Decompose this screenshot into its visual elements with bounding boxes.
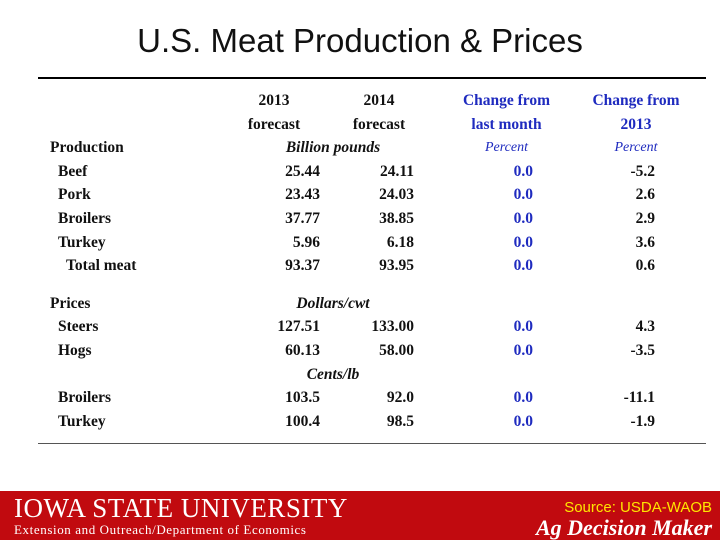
cell-2014: 24.03 — [379, 186, 414, 204]
prices-unit-cents: Cents/lb — [306, 365, 360, 383]
cell-2013: 25.44 — [285, 162, 320, 180]
cell-2014: 133.00 — [371, 318, 414, 336]
cell-2013: 37.77 — [285, 209, 320, 227]
table-row-total: Total meat 93.37 93.95 0.0 0.6 — [50, 254, 697, 278]
cell-change-2013: 2.6 — [635, 186, 655, 204]
cell-change-month: 0.0 — [513, 257, 533, 275]
table-row: Broilers 103.5 92.0 0.0 -11.1 — [50, 386, 697, 410]
cell-change-2013: 2.9 — [635, 209, 655, 227]
cell-change-month: 0.0 — [513, 233, 533, 251]
header-row-1: 2013 2014 Change from Change from — [50, 89, 697, 113]
row-label: Broilers — [58, 209, 112, 227]
table-row: Beef 25.44 24.11 0.0 -5.2 — [50, 160, 697, 184]
col-change-2013-subheader: 2013 — [620, 115, 652, 133]
meat-table: 2013 2014 Change from Change from foreca… — [50, 89, 697, 433]
col-change-2013-header: Change from — [592, 92, 680, 109]
cell-change-month: 0.0 — [513, 209, 533, 227]
cell-change-month: 0.0 — [513, 412, 533, 430]
table-row: Turkey 5.96 6.18 0.0 3.6 — [50, 231, 697, 255]
col-2014-subheader: forecast — [352, 115, 406, 133]
col-2013-subheader: forecast — [247, 115, 301, 133]
row-label: Beef — [58, 162, 88, 180]
cell-change-2013: -1.9 — [630, 412, 655, 430]
cell-2014: 92.0 — [386, 389, 414, 407]
cell-change-2013: 0.6 — [635, 257, 655, 275]
department-name: Extension and Outreach/Department of Eco… — [14, 522, 307, 537]
row-label: Steers — [58, 318, 99, 336]
production-label: Production — [50, 139, 124, 157]
table-row: Turkey 100.4 98.5 0.0 -1.9 — [50, 410, 697, 434]
cell-2014: 38.85 — [379, 209, 414, 227]
prices-unit-dollars: Dollars/cwt — [296, 294, 370, 312]
row-label: Turkey — [58, 233, 106, 251]
cell-change-month: 0.0 — [513, 186, 533, 204]
source-note: Source: USDA-WAOB — [564, 499, 712, 516]
title-divider — [38, 77, 706, 79]
row-label: Turkey — [58, 412, 106, 430]
cell-change-2013: -5.2 — [630, 162, 655, 180]
cell-change-2013: -3.5 — [630, 341, 655, 359]
table-row: Hogs 60.13 58.00 0.0 -3.5 — [50, 339, 697, 363]
row-label: Pork — [58, 186, 91, 204]
percent-unit-month: Percent — [484, 140, 528, 156]
cell-2013: 100.4 — [285, 412, 320, 430]
university-logo: IOWA STATE UNIVERSITY — [14, 493, 348, 523]
cell-2014: 93.95 — [379, 257, 414, 275]
percent-unit-year: Percent — [614, 140, 658, 156]
row-label: Hogs — [58, 341, 92, 359]
cents-unit-row: Cents/lb — [50, 363, 697, 387]
cell-2013: 93.37 — [285, 257, 320, 275]
col-2013-header: 2013 — [258, 92, 290, 109]
cell-2013: 127.51 — [277, 318, 320, 336]
data-table-panel: 2013 2014 Change from Change from foreca… — [38, 81, 706, 444]
cell-change-2013: -11.1 — [623, 389, 655, 407]
prices-section-row: Prices Dollars/cwt — [50, 292, 697, 316]
cell-2013: 5.96 — [292, 233, 320, 251]
slide-title: U.S. Meat Production & Prices — [137, 22, 583, 59]
cell-2014: 98.5 — [386, 412, 414, 430]
table-row: Steers 127.51 133.00 0.0 4.3 — [50, 315, 697, 339]
brand-logo: Ag Decision Maker — [536, 515, 712, 540]
cell-change-month: 0.0 — [513, 389, 533, 407]
production-section-row: Production Billion pounds Percent Percen… — [50, 136, 697, 160]
col-change-month-header: Change from — [462, 92, 551, 109]
cell-change-2013: 3.6 — [635, 233, 655, 251]
cell-2013: 60.13 — [285, 341, 320, 359]
row-label: Total meat — [66, 257, 137, 275]
table-row: Broilers 37.77 38.85 0.0 2.9 — [50, 207, 697, 231]
production-unit: Billion pounds — [285, 139, 381, 157]
cell-2014: 24.11 — [379, 162, 414, 180]
footer-bar: IOWA STATE UNIVERSITY Extension and Outr… — [0, 491, 720, 540]
cell-change-month: 0.0 — [513, 341, 533, 359]
table-row: Pork 23.43 24.03 0.0 2.6 — [50, 183, 697, 207]
cell-change-2013: 4.3 — [635, 318, 655, 336]
cell-change-month: 0.0 — [513, 318, 533, 336]
cell-change-month: 0.0 — [513, 162, 533, 180]
cell-2013: 23.43 — [285, 186, 320, 204]
header-row-2: forecast forecast last month 2013 — [50, 113, 697, 137]
prices-label: Prices — [50, 294, 91, 312]
row-label: Broilers — [58, 389, 112, 407]
col-change-month-subheader: last month — [471, 115, 542, 133]
cell-2013: 103.5 — [285, 389, 320, 407]
cell-2014: 58.00 — [379, 341, 414, 359]
cell-2014: 6.18 — [386, 233, 414, 251]
col-2014-header: 2014 — [363, 92, 395, 109]
